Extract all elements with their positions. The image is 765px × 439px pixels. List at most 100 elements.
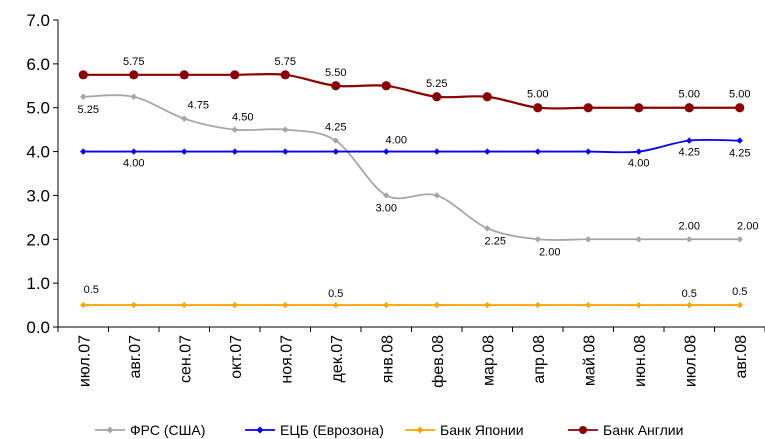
- data-label: 4.00: [386, 135, 407, 147]
- legend-label: ЕЦБ (Еврозона): [280, 422, 384, 438]
- y-tick-label: 7.0: [26, 11, 50, 30]
- data-point: [230, 70, 240, 80]
- data-point: [332, 301, 339, 309]
- x-tick-label: авг.07: [127, 335, 144, 379]
- y-tick-label: 5.0: [26, 99, 50, 118]
- y-tick-label: 4.0: [26, 143, 50, 162]
- data-point: [181, 115, 188, 122]
- legend-marker: [416, 426, 424, 434]
- x-tick-label: июн.08: [632, 335, 649, 387]
- x-tick-label: сен.07: [177, 335, 194, 383]
- legend-label: Банк Англии: [603, 422, 683, 438]
- data-point: [383, 192, 390, 199]
- legend-marker: [106, 426, 114, 434]
- data-label: 4.00: [628, 158, 649, 170]
- data-point: [282, 301, 289, 309]
- data-point: [381, 81, 391, 91]
- data-point: [80, 301, 87, 309]
- data-point: [433, 148, 440, 155]
- data-point: [282, 148, 289, 155]
- data-label: 2.00: [679, 220, 700, 232]
- data-label: 5.50: [325, 67, 346, 79]
- data-label: 2.25: [485, 235, 506, 247]
- x-tick-label: фев.08: [430, 335, 447, 388]
- data-point: [585, 301, 592, 309]
- data-point: [130, 301, 137, 309]
- x-tick-label: янв.08: [379, 335, 396, 383]
- data-point: [533, 103, 543, 113]
- legend-marker: [579, 426, 587, 434]
- data-point: [534, 236, 541, 243]
- data-point: [686, 301, 693, 309]
- data-point: [686, 137, 693, 144]
- data-point: [231, 301, 238, 309]
- data-point: [282, 126, 289, 133]
- data-point: [332, 148, 339, 155]
- data-point: [181, 301, 188, 309]
- data-label: 5.00: [527, 89, 548, 101]
- data-point: [484, 301, 491, 309]
- x-tick-label: июл.07: [76, 335, 93, 387]
- data-point: [332, 137, 339, 144]
- data-point: [635, 301, 642, 309]
- data-label: 5.25: [78, 104, 99, 116]
- data-point: [433, 301, 440, 309]
- data-label: 0.5: [682, 288, 697, 300]
- data-point: [130, 93, 137, 100]
- data-label: 2.00: [737, 220, 758, 232]
- data-point: [735, 103, 745, 113]
- legend-label: ФРС (США): [130, 422, 205, 438]
- data-label: 5.25: [426, 78, 447, 90]
- data-label: 4.25: [325, 122, 346, 134]
- data-point: [433, 192, 440, 199]
- y-tick-label: 1.0: [26, 274, 50, 293]
- data-point: [383, 301, 390, 309]
- data-point: [130, 148, 137, 155]
- x-tick-label: окт.07: [228, 335, 245, 379]
- data-point: [585, 148, 592, 155]
- data-point: [585, 236, 592, 243]
- data-point: [331, 81, 341, 91]
- data-label: 4.00: [123, 158, 144, 170]
- legend-label: Банк Японии: [440, 422, 524, 438]
- y-tick-label: 2.0: [26, 230, 50, 249]
- data-label: 2.00: [539, 246, 560, 258]
- data-point: [583, 103, 593, 113]
- y-tick-label: 0.0: [26, 318, 50, 337]
- data-point: [534, 148, 541, 155]
- data-point: [684, 103, 694, 113]
- legend-marker: [256, 426, 264, 434]
- data-label: 0.5: [328, 288, 343, 300]
- data-point: [80, 148, 87, 155]
- data-label: 4.25: [679, 147, 700, 159]
- data-point: [482, 92, 492, 102]
- data-point: [484, 225, 491, 232]
- data-point: [129, 70, 139, 80]
- x-tick-label: апр.08: [531, 335, 548, 384]
- data-point: [432, 92, 442, 102]
- y-tick-label: 6.0: [26, 55, 50, 74]
- data-point: [736, 301, 743, 309]
- data-point: [736, 137, 743, 144]
- x-tick-label: май.08: [581, 335, 598, 386]
- x-tick-label: июл.08: [682, 335, 699, 387]
- series-line: [83, 138, 740, 154]
- data-point: [484, 148, 491, 155]
- series-line: [83, 72, 740, 110]
- y-tick-label: 3.0: [26, 186, 50, 205]
- data-label: 5.75: [123, 56, 144, 68]
- data-label: 4.75: [188, 100, 209, 112]
- data-label: 5.00: [729, 89, 750, 101]
- data-label: 0.5: [732, 286, 747, 298]
- data-point: [231, 126, 238, 133]
- data-point: [534, 301, 541, 309]
- data-point: [179, 70, 189, 80]
- data-point: [686, 236, 693, 243]
- data-point: [736, 236, 743, 243]
- data-label: 3.00: [376, 202, 397, 214]
- data-label: 4.25: [729, 148, 750, 160]
- x-tick-label: мар.08: [480, 335, 497, 386]
- data-label: 4.50: [232, 112, 253, 124]
